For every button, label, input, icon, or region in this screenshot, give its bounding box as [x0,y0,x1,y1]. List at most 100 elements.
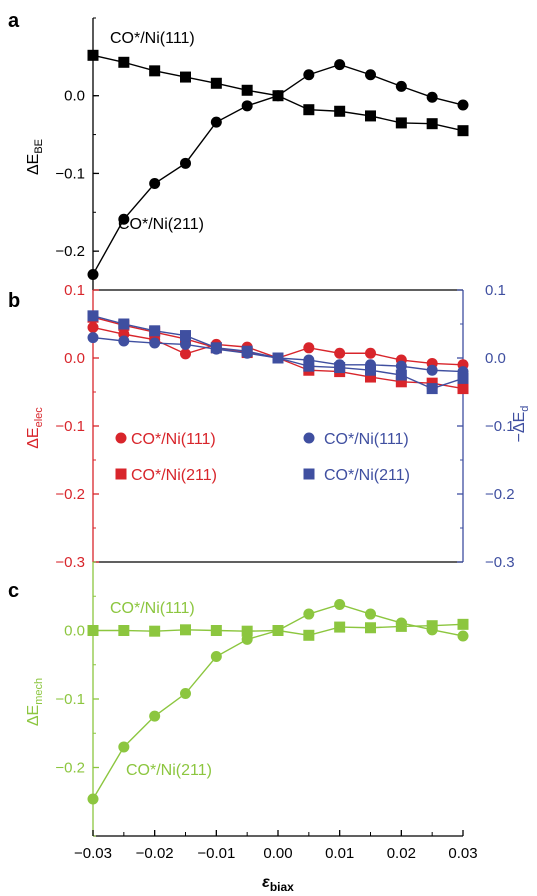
legend-label: CO*/Ni(111) [324,431,409,448]
panel-b-data-point [303,360,315,372]
panel-a-data-point [180,157,191,169]
panel-b-data-point [118,318,130,330]
legend-label: CO*/Ni(211) [131,467,217,484]
panel-a-data-point [87,49,99,61]
panel-b-ytick-label: 0.0 [64,350,85,367]
panel-c-data-point [87,793,99,805]
panel-a-label: a [8,10,20,32]
panel-b-data-point [395,369,407,381]
legend-marker-blue-square [303,468,315,480]
panel-a-data-point [303,104,315,116]
panel-c-data-point [457,630,469,642]
panel-b-legend: CO*/Ni(111) CO*/Ni(211) CO*/Ni(111) CO*/… [115,431,410,484]
panel-b-data-point [457,372,469,384]
panel-c-data-point [149,710,161,722]
panel-b-data-point [241,345,253,357]
panel-b-ytick-label: 0.1 [64,282,85,299]
legend-label: CO*/Ni(111) [131,431,216,448]
panel-b-data-point [395,360,407,372]
panel-c-data-point [149,625,161,637]
panel-a-data-point [365,69,376,81]
panel-a-data-point [457,125,469,137]
panel-b-ytick-label: −0.2 [55,486,85,503]
legend-marker-red-circle [115,432,127,444]
panel-b-data-point [87,332,99,344]
x-axis-label: εbiax [262,874,294,894]
panel-a-data-point [149,65,161,77]
panel-c-data-point [426,624,438,636]
panel-b-series-line [92,315,464,390]
panel-c-data-point [118,625,130,636]
panel-b-data-point [426,364,438,376]
panel-a-data-point [334,105,346,117]
panel-a-data-point [395,80,407,92]
panel-b-ytick-label: −0.3 [55,554,85,571]
panel-a-data-point [210,77,222,89]
panel-b: b 0.1 0.0 −0.1 −0.2 −0.3 0.1 0.0 −0.1 −0.2 −0.3 C… [8,282,531,571]
panel-a-data-point [395,117,407,129]
panel-b-data-point [180,330,191,342]
panel-b-right-ytick-label: −0.3 [485,554,515,571]
panel-c-ytick-label: −0.1 [55,691,85,708]
panel-c-label-co-ni111: CO*/Ni(111) [110,600,195,617]
panel-a-label-co-ni111: CO*/Ni(111) [110,30,195,47]
panel-c-data-point [365,622,376,634]
x-tick-label: −0.01 [197,845,235,862]
panel-b-data-point [395,376,407,388]
panel-c-data-point [334,598,346,610]
panel-c-data-point [87,625,99,636]
panel-a-data-point [426,91,438,103]
panel-b-data-point [365,371,376,383]
panel-a-data-point [241,100,253,112]
x-tick-label: 0.03 [448,845,477,862]
panel-b-data-point [365,347,376,359]
panel-c-data-point [241,625,253,637]
panel-c-data-point [210,625,222,636]
panel-b-data-point [118,335,130,347]
panel-b-data-point [180,348,191,360]
panel-c-data-point [303,629,315,641]
panel-b-ylabel-right: −ΔEd [511,406,531,443]
panel-a: a 0.0 −0.1 −0.2 CO*/Ni(111) CO*/Ni(211) ΔE… [8,10,469,291]
panel-c-ylabel: ΔEmech [25,678,45,726]
panel-b-ytick-label: −0.1 [55,418,85,435]
panel-b-data-point [272,352,284,364]
panel-a-data-point [457,99,469,111]
panel-c-data-point [395,617,407,629]
panel-b-right-ytick-label: 0.1 [485,282,506,299]
panel-c-data-point [241,633,253,645]
panel-c-data-point [334,621,346,633]
panel-c-data-point [210,651,222,663]
panel-c-data-point [180,688,191,700]
panel-b-data-point [303,342,315,354]
panel-b-right-ytick-label: 0.0 [485,350,506,367]
panel-a-ytick-label: 0.0 [64,88,85,105]
panel-a-ylabel: ΔEBE [25,139,45,175]
panel-b-data-point [365,364,376,376]
panel-b-data-point [334,362,346,374]
panel-a-data-point [365,110,376,122]
panel-a-data-point [87,268,99,280]
panel-b-right-ytick-label: −0.2 [485,486,515,503]
x-tick-label: −0.02 [136,845,174,862]
panel-c-data-point [303,608,315,620]
panel-a-ytick-label: −0.1 [55,165,85,182]
panel-a-data-point [303,69,315,81]
panel-c-data-point [118,741,130,753]
panel-c-data-point [272,625,284,636]
panel-b-data-point [87,321,99,333]
panel-a-data-point [241,84,253,96]
panel-c-label-co-ni211: CO*/Ni(211) [126,762,212,779]
panel-a-data-point [118,56,130,68]
panel-a-label-co-ni211: CO*/Ni(211) [118,216,204,233]
panel-b-data-point [457,383,469,395]
panel-c-data-point [365,608,376,620]
panel-b-data-point [426,383,438,395]
panel-b-data-point [87,310,99,322]
x-tick-label: −0.03 [74,845,112,862]
panel-b-ylabel-left: ΔEelec [25,407,45,449]
x-tick-label: 0.00 [263,845,292,862]
panel-b-data-point [210,342,222,354]
panel-c-ytick-label: −0.2 [55,760,85,777]
